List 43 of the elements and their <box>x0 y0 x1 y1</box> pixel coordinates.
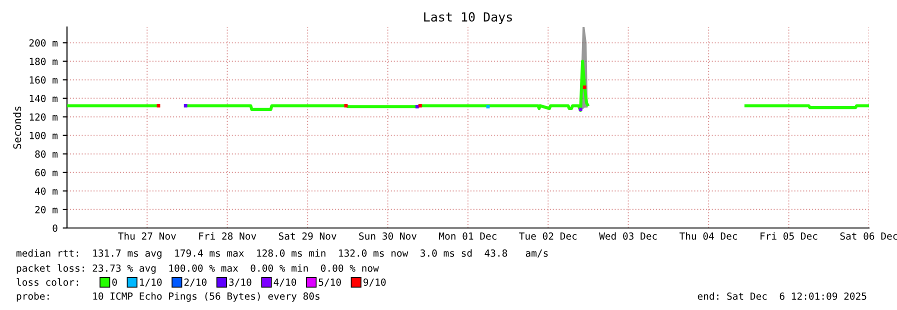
y-axis-title: Seconds <box>13 106 22 149</box>
legend-title: loss color: <box>16 278 78 286</box>
x-tick-label: Sat 06 Dec <box>840 232 897 240</box>
point <box>578 108 582 112</box>
point <box>344 104 348 108</box>
x-tick-label: Fri 05 Dec <box>760 232 818 240</box>
y-tick-label: 120 m <box>30 113 58 121</box>
legend-label: 3/10 <box>229 278 252 287</box>
legend-label: 0 <box>112 278 117 286</box>
point <box>156 104 160 108</box>
y-tick-label: 180 m <box>30 58 58 66</box>
x-tick-label: Mon 01 Dec <box>439 232 496 240</box>
text: packet loss: 23.73 % avg 100.00 % max 0.00 % min 0.00 % now <box>16 264 379 274</box>
legend-label: 1/10 <box>140 278 162 287</box>
chart-title: Last 10 Days <box>424 12 512 24</box>
point <box>415 104 419 108</box>
y-tick-label: 0 <box>52 224 58 232</box>
x-tick-label: Fri 28 Nov <box>199 232 256 240</box>
point <box>418 104 422 108</box>
y-tick-label: 100 m <box>30 132 58 140</box>
text: probe: 10 ICMP Echo Pings (56 Bytes) every 80s <box>16 292 320 302</box>
y-tick-label: 60 m <box>35 168 58 176</box>
y-tick-label: 160 m <box>30 76 58 84</box>
y-tick-label: 40 m <box>35 187 58 195</box>
legend-label: 9/10 <box>364 278 386 287</box>
legend-label: 4/10 <box>274 278 296 287</box>
y-tick-label: 20 m <box>35 206 58 214</box>
text: median rtt: 131.7 ms avg 179.4 ms max 128.0 ms min 132.0 ms now 3.0 ms sd 43.8 am/s <box>16 249 548 259</box>
x-tick-label: Sat 29 Nov <box>278 232 336 240</box>
legend-label: 5/10 <box>318 278 341 287</box>
y-tick-label: 80 m <box>35 150 58 158</box>
y-tick-label: 200 m <box>29 39 58 47</box>
legend-label: 2/10 <box>184 278 206 287</box>
x-tick-label: Thu 04 Dec <box>680 232 737 240</box>
point <box>582 86 586 89</box>
x-tick-label: Wed 03 Dec <box>599 232 657 240</box>
x-tick-label: Thu 27 Nov <box>118 232 176 240</box>
y-tick-label: 140 m <box>30 94 58 102</box>
x-tick-label: Tue 02 Dec <box>519 232 577 240</box>
text: end: Sat Dec 6 12:01:09 2025 <box>698 292 866 300</box>
x-tick-label: Sun 30 Nov <box>359 232 417 240</box>
point <box>486 104 490 108</box>
point <box>184 104 188 108</box>
